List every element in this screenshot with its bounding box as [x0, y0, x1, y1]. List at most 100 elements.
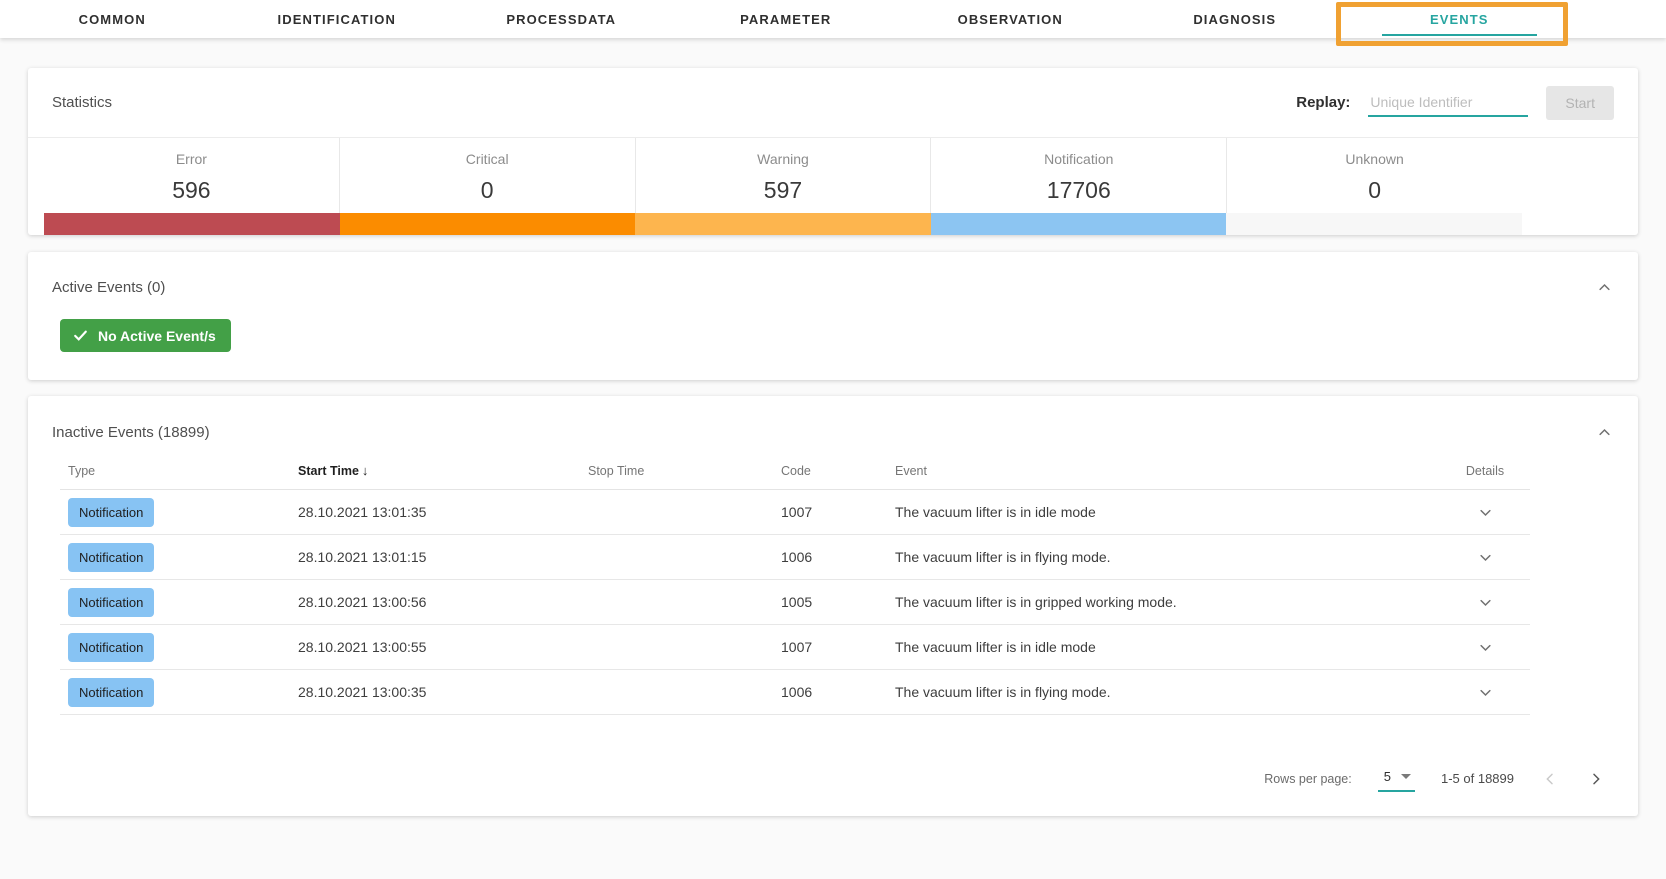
chevron-up-icon[interactable]: [1595, 278, 1614, 297]
stat-notification: Notification 17706: [931, 138, 1228, 213]
stat-unknown: Unknown 0: [1227, 138, 1522, 213]
previous-page-button[interactable]: [1540, 769, 1560, 789]
bar-segment-warning: [635, 213, 931, 235]
replay-label: Replay:: [1296, 94, 1351, 111]
check-icon: [72, 327, 89, 344]
event-cell: The vacuum lifter is in flying mode.: [895, 549, 1111, 565]
chevron-up-icon[interactable]: [1595, 423, 1614, 442]
stat-value: 0: [1368, 177, 1381, 203]
tab-diagnosis[interactable]: DIAGNOSIS: [1123, 0, 1348, 38]
event-type-badge: Notification: [68, 542, 155, 572]
event-type-badge: Notification: [68, 497, 155, 527]
start-time-cell: 28.10.2021 13:00:55: [298, 639, 427, 655]
table-row: Notification 28.10.2021 13:00:35 1006 Th…: [60, 670, 1530, 715]
no-active-events-badge: No Active Event/s: [60, 319, 231, 352]
code-cell: 1006: [781, 684, 813, 700]
tab-label: COMMON: [78, 11, 146, 27]
start-time-cell: 28.10.2021 13:00:56: [298, 594, 427, 610]
tab-parameter[interactable]: PARAMETER: [674, 0, 899, 38]
stat-warning: Warning 597: [636, 138, 932, 213]
column-header-code[interactable]: Code: [781, 463, 811, 478]
inactive-events-table: Type Start Time ↓ Stop Time Code Event De…: [60, 452, 1530, 715]
event-cell: The vacuum lifter is in flying mode.: [895, 684, 1111, 700]
stat-label: Error: [175, 151, 207, 167]
tab-label: PROCESSDATA: [506, 11, 617, 27]
active-tab-indicator: [1382, 34, 1537, 36]
column-header-start-time[interactable]: Start Time ↓: [290, 463, 580, 478]
event-cell: The vacuum lifter is in gripped working …: [895, 594, 1177, 610]
column-header-type[interactable]: Type: [68, 463, 96, 478]
top-tab-bar: COMMON IDENTIFICATION PROCESSDATA PARAME…: [0, 0, 1666, 38]
chevron-down-icon[interactable]: [1476, 593, 1495, 612]
tab-processdata[interactable]: PROCESSDATA: [449, 0, 674, 38]
tab-identification[interactable]: IDENTIFICATION: [225, 0, 450, 38]
stat-label: Critical: [465, 151, 509, 167]
next-page-button[interactable]: [1586, 769, 1606, 789]
inactive-events-card: Inactive Events (18899) Type Start Time ↓…: [28, 396, 1638, 816]
code-cell: 1007: [781, 504, 813, 520]
table-pagination: Rows per page: 5 1-5 of 18899: [60, 765, 1606, 792]
rows-per-page-select[interactable]: 5: [1377, 765, 1415, 792]
stat-error: Error 596: [44, 138, 340, 213]
stat-value: 17706: [1046, 177, 1111, 203]
table-header-row: Type Start Time ↓ Stop Time Code Event De…: [60, 452, 1530, 490]
tab-label: EVENTS: [1429, 11, 1489, 27]
chevron-down-icon[interactable]: [1476, 548, 1495, 567]
event-cell: The vacuum lifter is in idle mode: [895, 504, 1096, 520]
sort-descending-icon: ↓: [361, 463, 369, 478]
column-header-label: Start Time: [298, 464, 359, 478]
bar-segment-critical: [339, 213, 636, 235]
event-type-badge: Notification: [68, 677, 155, 707]
active-events-card: Active Events (0) No Active Event/s: [28, 252, 1638, 380]
stat-value: 597: [763, 177, 803, 203]
tab-events[interactable]: EVENTS: [1347, 0, 1572, 38]
column-header-event[interactable]: Event: [895, 463, 927, 478]
chevron-down-icon[interactable]: [1476, 503, 1495, 522]
tab-label: PARAMETER: [740, 11, 832, 27]
tab-common[interactable]: COMMON: [0, 0, 225, 38]
rows-per-page-value: 5: [1383, 769, 1391, 784]
statistics-title: Statistics: [52, 94, 113, 111]
bar-segment-error: [44, 213, 340, 235]
event-cell: The vacuum lifter is in idle mode: [895, 639, 1096, 655]
event-type-badge: Notification: [68, 632, 155, 662]
start-time-cell: 28.10.2021 13:00:35: [298, 684, 427, 700]
code-cell: 1007: [781, 639, 813, 655]
replay-identifier-input[interactable]: [1368, 88, 1529, 117]
column-header-details: Details: [1465, 463, 1505, 478]
column-header-stop-time[interactable]: Stop Time: [588, 463, 645, 478]
start-time-cell: 28.10.2021 13:01:35: [298, 504, 427, 520]
event-type-badge: Notification: [68, 587, 155, 617]
caret-down-icon: [1400, 774, 1411, 779]
rows-per-page-label: Rows per page:: [1264, 771, 1352, 786]
stat-value: 596: [172, 177, 211, 203]
statistics-counters: Error 596 Critical 0 Warning 597 Notific…: [44, 138, 1522, 213]
tab-label: DIAGNOSIS: [1193, 11, 1277, 27]
table-row: Notification 28.10.2021 13:01:15 1006 Th…: [60, 535, 1530, 580]
table-row: Notification 28.10.2021 13:01:35 1007 Th…: [60, 490, 1530, 535]
no-active-events-label: No Active Event/s: [98, 327, 216, 344]
stat-critical: Critical 0: [340, 138, 636, 213]
tab-label: OBSERVATION: [957, 11, 1063, 27]
active-events-title: Active Events (0): [52, 279, 166, 296]
chevron-down-icon[interactable]: [1476, 638, 1495, 657]
pagination-range-label: 1-5 of 18899: [1440, 771, 1514, 786]
bar-segment-unknown: [1226, 213, 1522, 235]
severity-distribution-bar: [44, 213, 1522, 235]
stat-label: Notification: [1044, 151, 1114, 167]
code-cell: 1005: [781, 594, 813, 610]
replay-controls: Replay: Start: [1296, 85, 1614, 120]
bar-segment-notification: [930, 213, 1227, 235]
table-row: Notification 28.10.2021 13:00:55 1007 Th…: [60, 625, 1530, 670]
replay-start-button[interactable]: Start: [1546, 85, 1614, 120]
stat-label: Warning: [757, 151, 809, 167]
inactive-events-title: Inactive Events (18899): [52, 424, 210, 441]
code-cell: 1006: [781, 549, 813, 565]
statistics-card: Statistics Replay: Start Error 596 Criti…: [28, 68, 1638, 235]
stat-value: 0: [480, 177, 494, 203]
table-row: Notification 28.10.2021 13:00:56 1005 Th…: [60, 580, 1530, 625]
tab-label: IDENTIFICATION: [277, 11, 396, 27]
chevron-down-icon[interactable]: [1476, 683, 1495, 702]
start-time-cell: 28.10.2021 13:01:15: [298, 549, 427, 565]
tab-observation[interactable]: OBSERVATION: [898, 0, 1123, 38]
